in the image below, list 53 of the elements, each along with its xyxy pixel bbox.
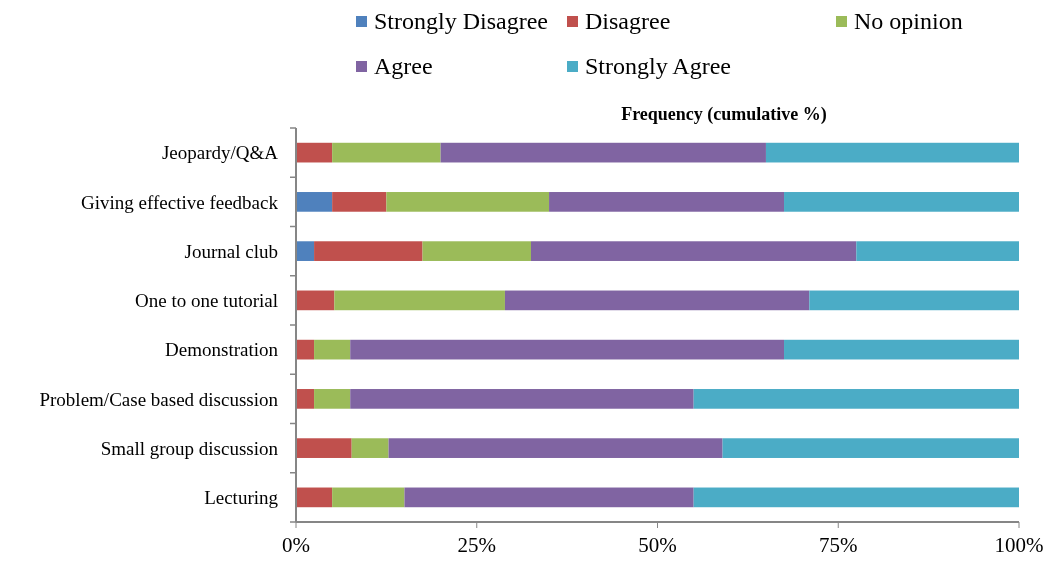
bar [693, 389, 1019, 409]
legend-label: Disagree [585, 8, 671, 34]
bar [296, 438, 352, 458]
y-tick-label: Demonstration [165, 339, 279, 361]
bar [314, 389, 351, 409]
bar [296, 192, 333, 212]
bar [296, 290, 335, 311]
chart-title: Frequency (cumulative %) [621, 104, 827, 125]
x-tick-label: 25% [457, 533, 496, 557]
bar [332, 142, 441, 163]
y-tick-label: Small group discussion [100, 437, 279, 459]
bar [350, 389, 694, 409]
bar [296, 241, 315, 261]
bar [693, 487, 1019, 508]
x-tick-label: 75% [819, 533, 858, 557]
bar [296, 487, 333, 508]
bar [504, 290, 810, 311]
bar [296, 389, 315, 409]
legend-label: Strongly Disagree [374, 8, 548, 34]
bar [332, 192, 387, 212]
bar [549, 192, 785, 212]
bar [388, 438, 723, 458]
legend-label: Agree [374, 53, 433, 79]
bar [809, 290, 1019, 311]
y-tick-label: Jeopardy/Q&A [161, 142, 279, 164]
bar [530, 241, 857, 261]
bar [386, 192, 550, 212]
bar [351, 438, 389, 458]
legend-label: No opinion [854, 8, 963, 34]
bar [296, 339, 315, 360]
bar [440, 142, 766, 163]
bar [332, 487, 405, 508]
x-tick-label: 50% [638, 533, 677, 557]
bar [422, 241, 531, 261]
y-tick-label: Problem/Case based discussion [39, 388, 279, 410]
bar [350, 339, 785, 360]
legend-label: Strongly Agree [585, 53, 731, 79]
bar [404, 487, 694, 508]
bar [314, 241, 423, 261]
y-tick-label: Journal club [184, 240, 278, 262]
bar [334, 290, 505, 311]
y-tick-label: Lecturing [204, 487, 279, 509]
y-tick-label: One to one tutorial [135, 290, 278, 312]
bar [784, 339, 1019, 360]
x-tick-label: 0% [282, 533, 310, 557]
bar [296, 142, 333, 163]
y-tick-label: Giving effective feedback [81, 191, 279, 213]
x-tick-label: 100% [994, 533, 1044, 557]
bar [314, 339, 351, 360]
bar [784, 192, 1019, 212]
bar [856, 241, 1019, 261]
bar [722, 438, 1019, 458]
bar [765, 142, 1019, 163]
